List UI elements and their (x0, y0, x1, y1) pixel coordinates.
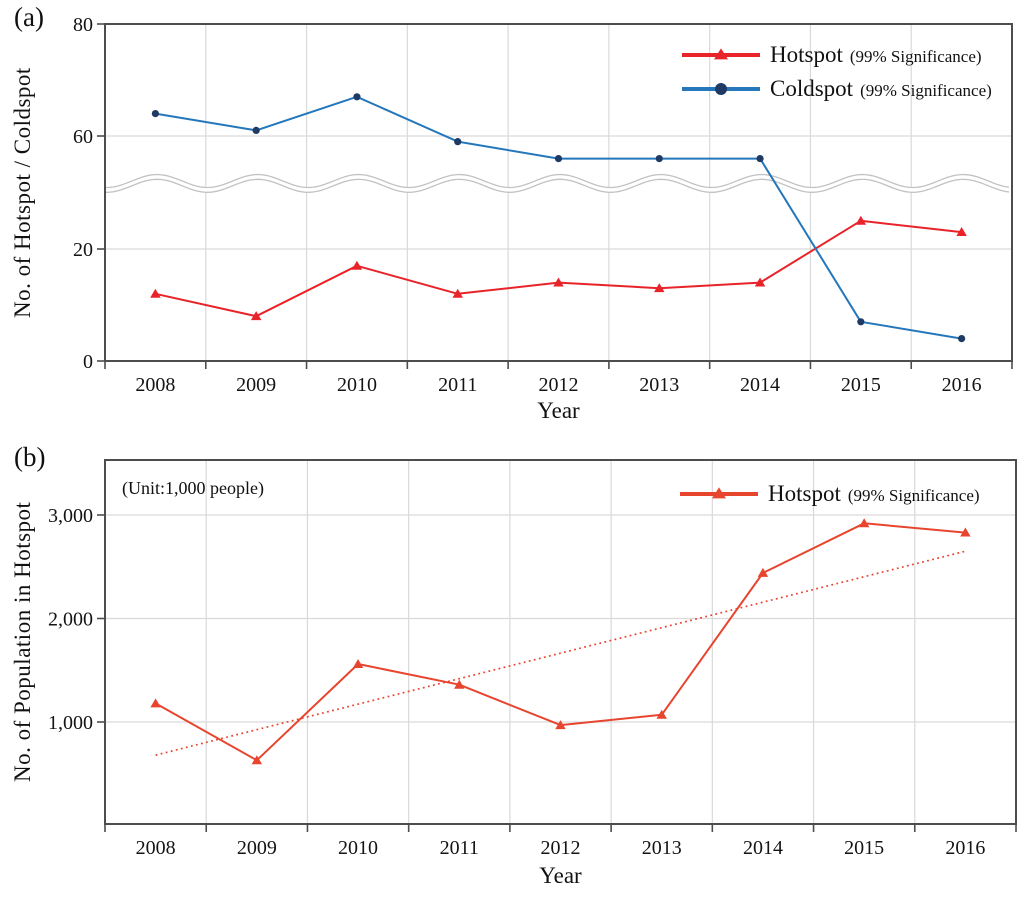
plot-border (104, 23, 1013, 362)
x-tick-label: 2008 (136, 837, 176, 859)
data-point-coldspot (655, 155, 663, 163)
hotspot-line-sample (682, 48, 760, 60)
x-tick-label: 2015 (844, 837, 884, 859)
data-point-coldspot (252, 126, 260, 134)
x-tick-label: 2009 (236, 374, 276, 396)
data-point-hotspot (250, 311, 262, 321)
data-point-coldspot (857, 318, 865, 326)
panel-b-x-axis-title: Year (539, 863, 582, 888)
data-point-hotspot (150, 698, 161, 708)
x-tick-label: 2011 (440, 837, 479, 859)
data-point-hotspot (553, 277, 564, 287)
data-point-hotspot (956, 227, 967, 237)
x-tick-label: 2014 (740, 374, 780, 396)
x-tick-label: 2009 (237, 837, 277, 859)
y-tick-label: 20 (73, 239, 93, 261)
data-point-hotspot (352, 659, 364, 668)
data-point-hotspot (452, 288, 463, 298)
panel-b-tag: (b) (14, 442, 46, 472)
data-point-hotspot (654, 283, 665, 293)
x-tick-label: 2010 (337, 374, 377, 396)
hotspot-line-sample (680, 487, 758, 499)
y-tick-label: 1,000 (48, 712, 93, 734)
data-point-hotspot (351, 260, 363, 270)
x-tick-label: 2008 (135, 374, 175, 396)
axis-break-wave-top (104, 173, 1010, 189)
unit-annotation: (Unit:1,000 people) (122, 478, 264, 498)
legend-item-hotspot: Hotspot (99% Significance) (682, 38, 992, 72)
panel-a-x-axis-title: Year (537, 398, 580, 423)
x-tick-label: 2016 (942, 374, 982, 396)
legend-label: Coldspot (770, 76, 854, 101)
panel-b-plot: 1,000 2,000 3,000 2008 2009 2010 2011 2012 2013 2… (48, 459, 1017, 859)
panel-b-legend: Hotspot (99% Significance) (680, 477, 980, 511)
y-tick-label: 0 (83, 351, 93, 373)
data-point-coldspot (454, 138, 462, 146)
data-point-hotspot (656, 709, 667, 719)
data-point-coldspot (353, 93, 361, 101)
panel-a-tag: (a) (14, 2, 44, 32)
panel-a-legend: Hotspot (99% Significance) Coldspot (99%… (682, 38, 992, 106)
legend-item-hotspot: Hotspot (99% Significance) (680, 477, 980, 511)
panel-a-y-axis-title: No. of Hotspot / Coldspot (10, 67, 35, 318)
x-tick-label: 2013 (639, 374, 679, 396)
y-tick-label: 2,000 (48, 609, 93, 631)
data-point-hotspot (858, 518, 870, 528)
data-point-hotspot (754, 277, 766, 287)
data-point-hotspot (150, 288, 161, 298)
y-tick-label: 3,000 (48, 505, 93, 527)
x-tick-label: 2013 (642, 837, 682, 859)
legend-label: Hotspot (768, 481, 841, 506)
y-tick-label: 80 (73, 14, 93, 36)
data-point-coldspot (756, 155, 764, 163)
legend-sublabel: (99% Significance) (860, 80, 992, 100)
series-line-coldspot (155, 95, 962, 340)
data-point-coldspot (151, 110, 159, 118)
data-point-hotspot (555, 720, 566, 730)
data-point-hotspot (454, 679, 465, 689)
panel-b-y-axis-title: No. of Population in Hotspot (10, 501, 35, 783)
x-tick-label: 2010 (338, 837, 378, 859)
x-tick-label: 2012 (541, 837, 581, 859)
legend-sublabel: (99% Significance) (847, 485, 980, 505)
axis-break-wave-bottom (104, 178, 1010, 193)
triangle-marker-icon (714, 48, 728, 60)
panel-a-plot: 0 20 60 80 2008 2009 2010 2011 2012 2013 2014 2015 2… (73, 14, 1013, 396)
plot-border (104, 459, 1017, 825)
y-tick-label: 60 (73, 126, 93, 148)
coldspot-line-sample (682, 83, 760, 95)
data-point-hotspot (251, 755, 263, 765)
circle-marker-icon (715, 83, 727, 95)
legend-sublabel: (99% Significance) (849, 46, 982, 66)
x-tick-label: 2012 (539, 374, 579, 396)
legend-item-coldspot: Coldspot (99% Significance) (682, 72, 992, 106)
x-tick-label: 2016 (945, 837, 985, 859)
data-point-hotspot (855, 215, 867, 225)
data-point-hotspot (757, 567, 769, 577)
trendline-dotted (155, 550, 966, 756)
triangle-marker-icon (712, 487, 726, 499)
legend-label: Hotspot (770, 42, 843, 67)
data-point-hotspot (960, 527, 971, 537)
data-point-coldspot (554, 155, 563, 163)
x-tick-label: 2014 (743, 837, 783, 859)
series-line-hotspot (155, 219, 962, 318)
x-tick-label: 2015 (841, 374, 881, 396)
data-point-coldspot (958, 335, 966, 343)
x-tick-label: 2011 (438, 374, 477, 396)
